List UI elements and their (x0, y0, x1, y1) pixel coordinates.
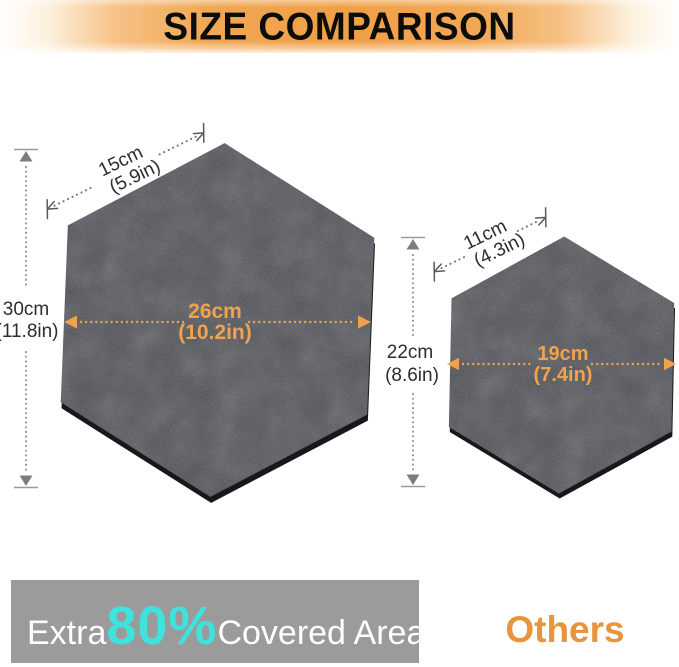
extra-label: Extra (27, 614, 107, 652)
arrow-right-icon (192, 132, 205, 142)
large-width-dimension: 26cm (10.2in) (64, 300, 371, 344)
dimension-tick (46, 198, 49, 220)
small-width-cm-label: 19cm (537, 343, 588, 365)
arrow-right-icon (664, 357, 676, 371)
arrow-right-icon (534, 216, 547, 226)
others-label: Others (505, 609, 625, 650)
small-width-inch-label: (7.4in) (534, 364, 593, 386)
dimension-tick (202, 122, 205, 144)
title-banner: SIZE COMPARISON (0, 0, 679, 53)
dimension-tick (433, 261, 436, 282)
arrow-left-icon (46, 200, 59, 210)
arrow-left-icon (64, 315, 77, 329)
arrow-left-icon (433, 263, 446, 273)
dotted-line (516, 218, 542, 232)
dotted-line (440, 255, 467, 270)
percent-label: 80% (106, 596, 218, 656)
large-hexagon-felt-mottle (60, 143, 375, 497)
small-height-cm-label: 22cm (387, 342, 433, 363)
arrow-down-icon (19, 475, 33, 486)
arrow-up-icon (19, 151, 33, 162)
dotted-line (53, 185, 95, 207)
small-hexagon-felt-mottle (448, 236, 675, 494)
large-height-cm-label: 30cm (3, 299, 49, 320)
large-width-inch-label: (10.2in) (178, 321, 252, 344)
dimension-tick (544, 207, 547, 228)
arrow-left-icon (447, 357, 459, 371)
large-width-cm-label: 26cm (188, 300, 242, 323)
small-hexagon-panel (448, 236, 676, 499)
arrow-up-icon (406, 239, 420, 250)
small-height-inch-label: (8.6in) (385, 365, 439, 386)
arrow-down-icon (406, 474, 420, 485)
coverage-text: Extra 80% Covered Area (27, 596, 426, 656)
covered-area-label: Covered Area (217, 614, 426, 652)
small-height-dimension: 22cm (8.6in) (385, 236, 439, 488)
large-height-inch-label: (11.8in) (0, 321, 59, 342)
coverage-bar: Extra 80% Covered Area (11, 580, 425, 663)
page-title: SIZE COMPARISON (163, 5, 516, 48)
large-hexagon-panel (60, 143, 375, 503)
large-height-dimension: 30cm (11.8in) (0, 148, 59, 489)
dotted-line (158, 134, 200, 156)
small-width-dimension: 19cm (7.4in) (447, 343, 676, 386)
arrow-right-icon (358, 315, 371, 329)
